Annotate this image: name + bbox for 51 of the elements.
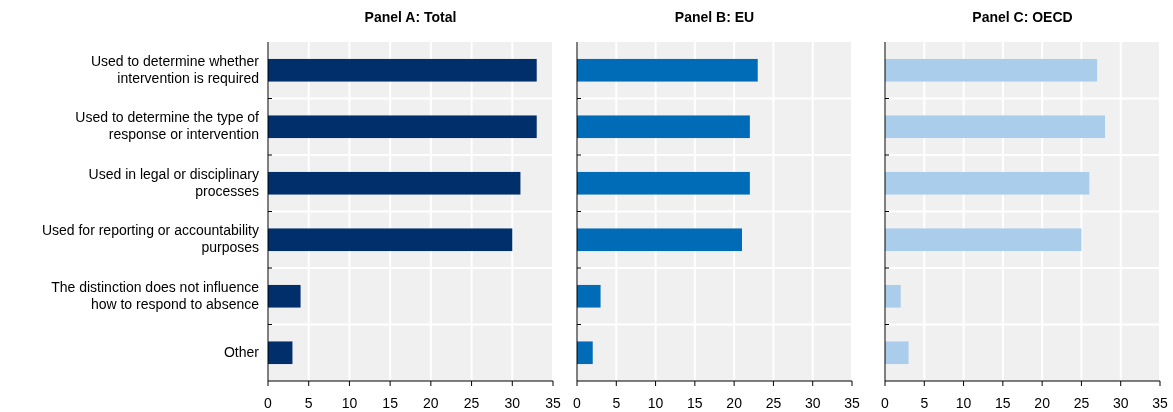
x-tick-label: 5 [612,395,621,411]
x-tick-label: 35 [545,395,561,411]
bar [577,58,758,82]
bar [268,58,537,82]
bar [885,58,1098,82]
chart-title: Panel A: Total [364,9,457,25]
x-tick-label: 0 [264,395,273,411]
bar [268,115,537,139]
x-tick-label: 35 [844,395,860,411]
x-tick-label: 10 [647,395,664,411]
x-tick-label: 15 [995,395,1011,411]
bar [268,284,301,308]
bar [577,115,750,139]
y-tick-label: Used for reporting or accountability purposes [41,221,259,255]
x-tick-label: 25 [463,395,480,411]
x-tick-label: 30 [504,395,521,411]
bar [885,115,1105,139]
x-tick-label: 20 [726,395,743,411]
bar [268,228,513,252]
x-tick-label: 25 [1073,395,1090,411]
chart-title: Panel B: EU [674,9,755,25]
x-tick-label: 35 [1152,395,1168,411]
x-tick-label: 10 [955,395,972,411]
bar [577,228,742,252]
y-tick-label: The distinction does not influence how to respond to absence [51,278,260,312]
x-tick-label: 30 [1112,395,1129,411]
x-tick-label: 5 [304,395,313,411]
x-tick-label: 20 [423,395,439,411]
bar [268,171,521,195]
y-tick-label: Used to determine the type of response or intervention [75,108,260,142]
x-tick-label: 30 [804,395,821,411]
bar [885,284,901,308]
x-tick-label: 10 [341,395,358,411]
bar [885,228,1082,252]
bar [885,171,1090,195]
chart-title: Panel C: OECD [972,9,1073,25]
x-tick-label: 5 [920,395,929,411]
x-tick-label: 25 [765,395,782,411]
bar [577,284,601,308]
x-tick-label: 15 [382,395,399,411]
y-tick-label: Other [223,343,260,360]
x-tick-label: 15 [687,395,703,411]
y-tick-label: Used to determine whether intervention is required [90,52,260,86]
bar [577,341,593,365]
x-tick-label: 20 [1034,395,1051,411]
bar [268,341,293,365]
y-tick-label: Used in legal or disciplinary processes [88,165,259,199]
bar [577,171,750,195]
bar [885,341,909,365]
x-tick-label: 0 [573,395,582,411]
x-tick-label: 0 [881,395,890,411]
